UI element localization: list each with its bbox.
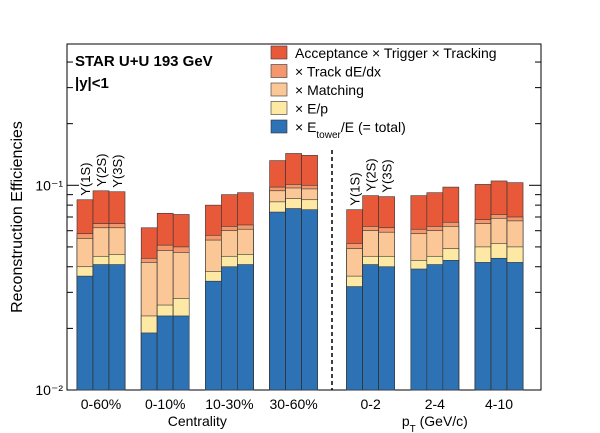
x-tick-label: 2-4 — [425, 396, 445, 412]
legend-label: × Track dE/dx — [295, 64, 381, 80]
bar — [490, 257, 508, 391]
bar — [301, 209, 318, 391]
section-label-part: (GeV/c) — [416, 413, 468, 429]
legend-label-part: × E — [295, 119, 316, 135]
legend-label: × Matching — [295, 82, 364, 98]
bar — [172, 315, 190, 391]
bar — [285, 208, 302, 391]
x-tick-label: 0-60% — [81, 396, 121, 412]
state-label: Υ(1S) — [78, 163, 93, 196]
bar — [506, 262, 524, 391]
x-tick-label: 4-10 — [485, 396, 513, 412]
bar — [346, 286, 363, 391]
section-label-part: Centrality — [168, 413, 227, 429]
state-label: Υ(1S) — [348, 172, 363, 205]
state-label: Υ(2S) — [94, 154, 109, 187]
bar — [269, 211, 286, 391]
x-tick-label: 0-10% — [145, 396, 185, 412]
state-label: Υ(3S) — [380, 159, 395, 192]
state-label: Υ(3S) — [110, 155, 125, 188]
legend-label-part: × Matching — [295, 82, 364, 98]
section-label: Centrality — [168, 413, 227, 429]
y-tick-label: 10⁻² — [35, 382, 63, 398]
legend-swatch — [270, 101, 288, 115]
bar — [140, 332, 158, 391]
bar — [237, 264, 254, 391]
bar — [92, 264, 110, 391]
bar — [205, 280, 222, 391]
legend-swatch — [270, 64, 288, 78]
legend-label-part: tower — [316, 130, 341, 141]
bar — [426, 264, 444, 391]
bar — [108, 264, 126, 391]
legend-swatch — [270, 45, 288, 60]
chart-subtitle: |y|<1 — [75, 75, 109, 92]
chart-title: STAR U+U 193 GeV — [75, 53, 213, 70]
legend-label-part: /E (= total) — [341, 119, 406, 135]
bar — [156, 315, 174, 391]
legend-label-part: × E/p — [295, 101, 328, 117]
state-label: Υ(2S) — [364, 158, 379, 191]
legend-swatch — [270, 119, 288, 134]
legend-label-part: × Track dE/dx — [295, 64, 381, 80]
section-label: pT (GeV/c) — [402, 413, 468, 433]
bar — [378, 266, 395, 391]
legend-label: × Etower/E (= total) — [295, 119, 406, 141]
y-tick-label: 10⁻¹ — [35, 177, 63, 193]
bar — [410, 268, 428, 391]
section-label-part: T — [410, 424, 416, 433]
section-label-part: p — [402, 413, 410, 429]
bar — [362, 264, 379, 391]
x-tick-label: 10-30% — [205, 396, 253, 412]
legend-label-part: Acceptance × Trigger × Tracking — [295, 45, 497, 61]
bar — [221, 266, 238, 391]
legend-label: Acceptance × Trigger × Tracking — [295, 45, 497, 61]
y-axis-label: Reconstruction Efficiencies — [9, 121, 26, 313]
bar — [442, 260, 460, 391]
x-tick-label: 0-2 — [361, 396, 381, 412]
x-tick-label: 30-60% — [269, 396, 317, 412]
bar — [474, 262, 492, 391]
legend-swatch — [270, 82, 288, 97]
legend-label: × E/p — [295, 101, 328, 117]
bar — [76, 275, 94, 391]
